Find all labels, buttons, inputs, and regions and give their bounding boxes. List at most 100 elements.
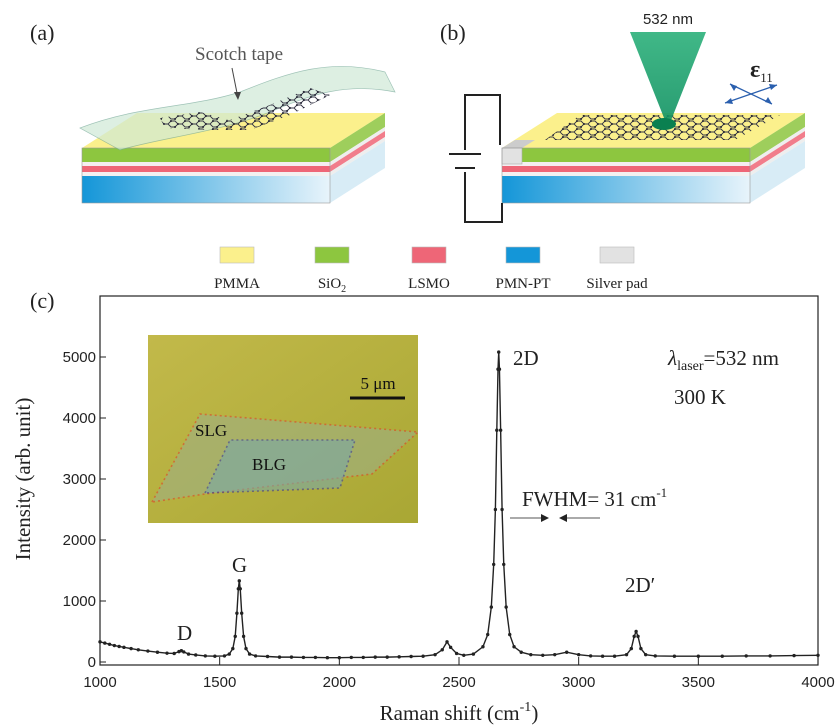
data-point xyxy=(497,350,500,353)
data-point xyxy=(745,654,748,657)
data-point xyxy=(129,647,132,650)
data-point xyxy=(350,656,353,659)
x-tick-label: 1000 xyxy=(83,674,116,691)
data-point xyxy=(508,633,511,636)
data-point xyxy=(374,655,377,658)
laser-value: =532 nm xyxy=(704,346,779,370)
strain-symbol: ε xyxy=(750,57,760,83)
legend-swatch xyxy=(600,247,634,263)
fwhm-sup: -1 xyxy=(656,485,667,500)
data-point xyxy=(445,640,448,643)
data-point xyxy=(338,656,341,659)
strain-label: ε11 xyxy=(750,57,773,85)
data-point xyxy=(499,429,502,432)
data-point xyxy=(697,655,700,658)
legend-name: PMN-PT xyxy=(495,276,550,292)
data-point xyxy=(117,645,120,648)
y-tick-label: 2000 xyxy=(63,532,96,549)
data-point xyxy=(721,655,724,658)
legend-name: SiO xyxy=(318,276,342,292)
data-point xyxy=(122,646,125,649)
legend-name: LSMO xyxy=(408,276,450,292)
fwhm-text: FWHM= 31 cm xyxy=(522,487,656,511)
x-tick-label: 2500 xyxy=(442,674,475,691)
peak-label: 2D xyxy=(513,346,539,370)
chart: (c)5 μmSLGBLG100015002000250030003500400… xyxy=(11,288,835,725)
y-tick-label: 0 xyxy=(88,654,96,671)
data-point xyxy=(98,640,101,643)
data-point xyxy=(816,654,819,657)
data-point xyxy=(362,656,365,659)
data-point xyxy=(553,653,556,656)
data-point xyxy=(492,563,495,566)
data-point xyxy=(165,651,168,654)
data-point xyxy=(486,633,489,636)
y-tick-label: 5000 xyxy=(63,349,96,366)
y-tick-label: 4000 xyxy=(63,410,96,427)
data-point xyxy=(397,655,400,658)
legend-label: PMN-PT xyxy=(495,276,550,292)
data-point xyxy=(481,645,484,648)
data-point xyxy=(613,655,616,658)
temperature-label: 300 K xyxy=(674,385,726,409)
data-point xyxy=(632,635,635,638)
y-tick-label: 3000 xyxy=(63,471,96,488)
x-tick-label: 2000 xyxy=(323,674,356,691)
peak-label: G xyxy=(232,553,247,577)
legend-swatch xyxy=(506,247,540,263)
data-point xyxy=(636,635,639,638)
figure: (a) Scotch tape (b) 532 nm ε11 PMMASiO2L… xyxy=(0,0,837,727)
data-point xyxy=(235,612,238,615)
slab-a xyxy=(80,66,395,203)
x-tick-label: 4000 xyxy=(801,674,834,691)
data-point xyxy=(248,652,251,655)
data-point xyxy=(455,652,458,655)
data-point xyxy=(565,651,568,654)
data-point xyxy=(792,654,795,657)
data-point xyxy=(498,368,501,371)
data-point xyxy=(172,652,175,655)
legend: PMMASiO2LSMOPMN-PTSilver pad xyxy=(214,247,648,295)
data-point xyxy=(204,654,207,657)
data-point xyxy=(494,508,497,511)
fwhm-arrowhead xyxy=(541,514,549,522)
data-point xyxy=(589,654,592,657)
data-point xyxy=(601,655,604,658)
laser-symbol: λ xyxy=(667,346,677,370)
data-point xyxy=(421,655,424,658)
data-point xyxy=(137,648,140,651)
x-axis-label-sup: -1 xyxy=(520,700,532,715)
region-label: SLG xyxy=(195,421,227,440)
fwhm-label: FWHM= 31 cm-1 xyxy=(522,485,667,511)
data-point xyxy=(146,649,149,652)
data-point xyxy=(502,563,505,566)
data-point xyxy=(495,429,498,432)
y-axis-label: Intensity (arb. unit) xyxy=(11,398,35,561)
data-point xyxy=(182,650,185,653)
data-point xyxy=(673,655,676,658)
data-point xyxy=(213,655,216,658)
data-point xyxy=(386,655,389,658)
laser-annotation: λlaser=532 nm xyxy=(667,346,779,374)
data-point xyxy=(240,612,243,615)
data-point xyxy=(108,643,111,646)
data-point xyxy=(103,641,106,644)
data-point xyxy=(541,654,544,657)
legend-swatch xyxy=(412,247,446,263)
laser-label: 532 nm xyxy=(643,11,693,28)
data-point xyxy=(490,605,493,608)
data-point xyxy=(500,508,503,511)
laser-subscript: laser xyxy=(677,359,704,374)
x-tick-label: 1500 xyxy=(203,674,236,691)
data-point xyxy=(654,654,657,657)
data-point xyxy=(768,654,771,657)
data-point xyxy=(244,647,247,650)
data-point xyxy=(302,656,305,659)
legend-name: PMMA xyxy=(214,276,260,292)
data-point xyxy=(231,647,234,650)
strain-subscript: 11 xyxy=(760,70,773,85)
data-point xyxy=(239,587,242,590)
x-axis-label: Raman shift (cm-1) xyxy=(380,700,539,725)
x-axis-label-text: Raman shift (cm xyxy=(380,701,520,725)
data-point xyxy=(278,655,281,658)
